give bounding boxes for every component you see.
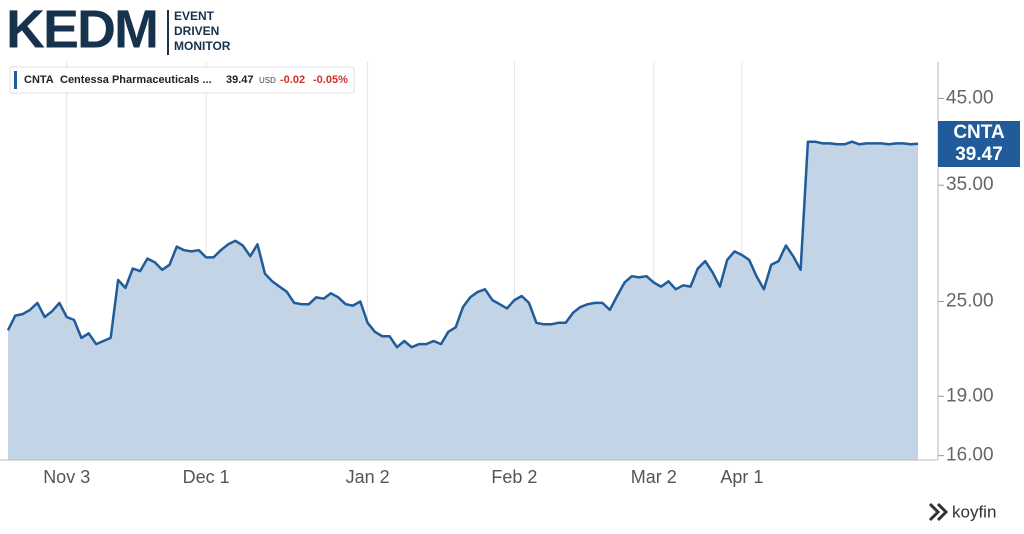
x-tick-label: Mar 2 <box>631 467 677 487</box>
brand-name: koyfin <box>952 502 996 521</box>
x-tick-label: Jan 2 <box>346 467 390 487</box>
legend-swatch <box>14 71 17 89</box>
brand: koyfin <box>928 502 996 522</box>
x-tick-label: Nov 3 <box>43 467 90 487</box>
x-tick-label: Apr 1 <box>720 467 763 487</box>
area <box>8 141 918 460</box>
line <box>6 140 919 349</box>
x-tick-label: Feb 2 <box>491 467 537 487</box>
y-tick-label: 19.00 <box>946 385 994 406</box>
price-tag <box>938 121 1020 167</box>
legend-symbol: CNTA <box>24 74 54 86</box>
legend-box <box>9 66 355 94</box>
price-tag-value: 39.47 <box>955 144 1003 165</box>
legend-change: -0.02 <box>280 74 305 86</box>
y-tick-label: 16.00 <box>946 445 994 466</box>
legend-price: 39.47 <box>226 74 254 86</box>
x-tick-label: Dec 1 <box>183 467 230 487</box>
legend-currency: USD <box>259 76 276 85</box>
legend: CNTA Centessa Pharmaceuticals ... 39.47 USD… <box>9 66 355 94</box>
logo-tagline: DRIVEN <box>174 24 219 38</box>
legend-description: Centessa Pharmaceuticals ... <box>60 74 212 86</box>
logo-tagline: EVENT <box>174 9 215 23</box>
legend-change-pct: -0.05% <box>313 74 348 86</box>
logo-tagline: MONITOR <box>174 39 231 53</box>
y-tick-label: 35.00 <box>946 174 994 195</box>
brand-icon <box>928 502 949 522</box>
logo: KEDM <box>6 0 157 59</box>
price-tag-symbol: CNTA <box>953 122 1005 143</box>
y-tick-label: 45.00 <box>946 87 994 108</box>
y-tick-label: 25.00 <box>946 290 994 311</box>
